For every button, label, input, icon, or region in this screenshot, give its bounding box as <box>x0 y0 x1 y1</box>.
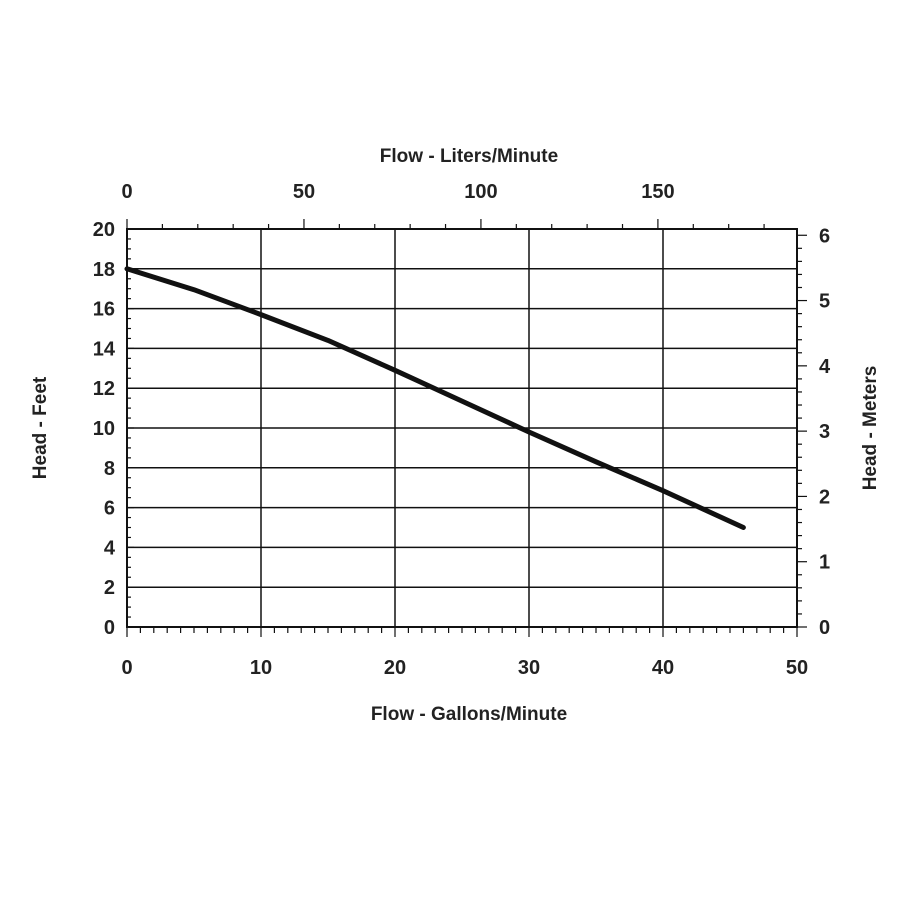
x2-tick-label: 50 <box>293 181 315 203</box>
y2-tick-label: 2 <box>819 486 830 508</box>
x2-axis-title: Flow - Liters/Minute <box>380 146 558 167</box>
y2-tick-label: 5 <box>819 291 830 313</box>
y-tick-label: 2 <box>104 577 115 599</box>
x-tick-label: 30 <box>518 657 540 679</box>
y2-tick-label: 6 <box>819 225 830 247</box>
x-tick-label: 20 <box>384 657 406 679</box>
y-tick-label: 10 <box>93 418 115 440</box>
y2-axis-title: Head - Meters <box>860 366 881 491</box>
y2-tick-label: 0 <box>819 617 830 639</box>
plot-frame <box>126 228 798 628</box>
y-tick-label: 14 <box>93 338 116 360</box>
x2-tick-label: 100 <box>464 181 497 203</box>
x-tick-label: 50 <box>786 657 808 679</box>
x-tick-label: 10 <box>250 657 272 679</box>
y2-tick-label: 3 <box>819 421 830 443</box>
y-tick-label: 20 <box>93 219 115 241</box>
x-tick-label: 0 <box>121 657 132 679</box>
y-tick-label: 4 <box>104 537 116 559</box>
x2-tick-label: 0 <box>121 181 132 203</box>
y2-tick-label: 4 <box>819 356 831 378</box>
series-line <box>124 266 746 530</box>
y-tick-label: 0 <box>104 617 115 639</box>
grid <box>126 228 798 628</box>
x-tick-label: 40 <box>652 657 674 679</box>
y-axis-title: Head - Feet <box>30 376 51 479</box>
y-tick-label: 16 <box>93 299 115 321</box>
y-tick-label: 18 <box>93 259 115 281</box>
x2-tick-label: 150 <box>641 181 674 203</box>
x-axis-title: Flow - Gallons/Minute <box>371 704 567 725</box>
y2-tick-label: 1 <box>819 552 830 574</box>
y-tick-label: 8 <box>104 458 115 480</box>
y-tick-label: 12 <box>93 378 115 400</box>
y-tick-label: 6 <box>104 498 115 520</box>
